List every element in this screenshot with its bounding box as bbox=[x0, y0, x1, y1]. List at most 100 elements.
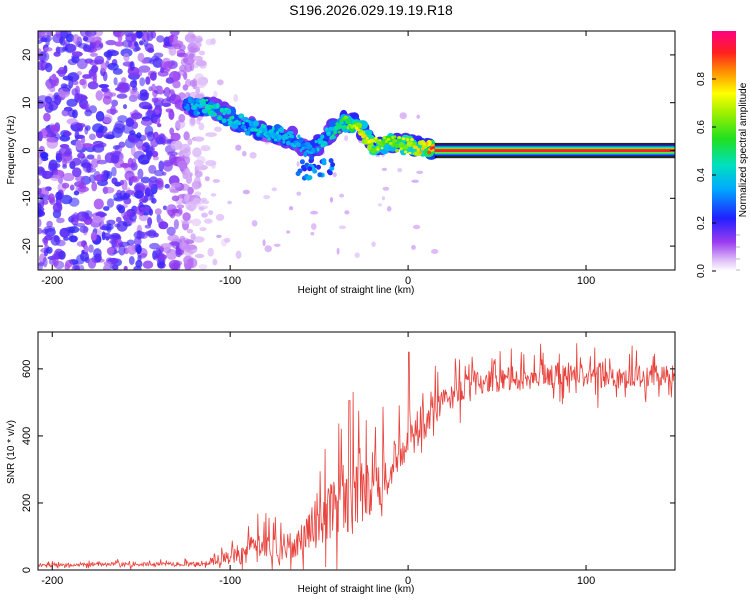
noise-blob bbox=[38, 39, 43, 44]
signal-blob bbox=[295, 142, 299, 146]
noise-blob bbox=[80, 136, 86, 144]
signal-blob bbox=[329, 136, 333, 140]
noise-blob bbox=[38, 187, 42, 194]
signal-blob bbox=[406, 138, 410, 142]
noise-blob bbox=[119, 179, 124, 186]
colorbar-tick-label: 0.2 bbox=[696, 216, 707, 230]
noise-blob bbox=[191, 41, 202, 48]
noise-blob bbox=[148, 86, 153, 92]
noise-blob bbox=[38, 262, 45, 267]
noise-blob bbox=[173, 34, 178, 46]
noise-blob bbox=[235, 144, 242, 151]
noise-blob bbox=[139, 77, 146, 87]
noise-blob bbox=[207, 247, 214, 257]
noise-blob bbox=[106, 171, 113, 179]
signal-blob bbox=[327, 170, 333, 176]
noise-blob bbox=[130, 112, 143, 120]
noise-blob bbox=[93, 198, 104, 210]
noise-blob bbox=[42, 257, 48, 268]
noise-blob bbox=[235, 250, 242, 259]
signal-blob bbox=[182, 98, 189, 105]
signal-blob bbox=[262, 124, 267, 129]
signal-blob bbox=[337, 130, 342, 134]
noise-blob bbox=[139, 206, 151, 211]
signal-blob bbox=[256, 132, 260, 136]
noise-blob bbox=[397, 168, 403, 173]
noise-blob bbox=[94, 253, 102, 263]
noise-blob bbox=[103, 261, 112, 266]
noise-blob bbox=[112, 264, 119, 270]
signal-blob bbox=[320, 143, 325, 148]
noise-blob bbox=[66, 118, 78, 125]
signal-blob bbox=[345, 119, 351, 125]
noise-blob bbox=[168, 153, 177, 164]
noise-blob bbox=[63, 151, 72, 156]
signal-blob bbox=[193, 109, 200, 117]
noise-blob bbox=[103, 264, 111, 270]
noise-blob bbox=[141, 59, 148, 64]
noise-blob bbox=[192, 78, 198, 90]
signal-blob bbox=[380, 146, 384, 150]
noise-blob bbox=[95, 90, 104, 101]
noise-blob bbox=[338, 225, 346, 230]
noise-blob bbox=[115, 216, 122, 223]
noise-blob bbox=[151, 197, 157, 204]
noise-blob bbox=[38, 95, 49, 104]
noise-blob bbox=[92, 123, 104, 133]
noise-blob bbox=[138, 65, 151, 73]
noise-blob bbox=[192, 180, 199, 191]
noise-blob bbox=[46, 82, 52, 90]
noise-blob bbox=[111, 99, 118, 107]
noise-blob bbox=[216, 234, 222, 238]
noise-blob bbox=[123, 53, 130, 62]
noise-blob bbox=[139, 40, 144, 46]
noise-blob bbox=[153, 116, 161, 125]
noise-blob bbox=[75, 175, 85, 182]
signal-blob bbox=[408, 151, 412, 155]
noise-blob bbox=[163, 36, 171, 47]
noise-blob bbox=[263, 195, 271, 200]
noise-blob bbox=[296, 161, 300, 167]
noise-blob bbox=[185, 201, 198, 211]
noise-blob bbox=[198, 122, 205, 131]
noise-blob bbox=[129, 61, 135, 71]
noise-blob bbox=[339, 193, 345, 198]
noise-blob bbox=[192, 147, 202, 158]
noise-blob bbox=[126, 189, 135, 195]
noise-blob bbox=[184, 62, 193, 73]
signal-blob bbox=[322, 141, 327, 144]
signal-blob bbox=[317, 172, 323, 178]
signal-blob bbox=[374, 136, 378, 140]
colorbar-tick-label: 0.4 bbox=[696, 168, 707, 182]
noise-blob bbox=[44, 235, 53, 241]
signal-blob bbox=[335, 122, 340, 126]
signal-blob bbox=[285, 140, 291, 146]
noise-blob bbox=[129, 212, 137, 222]
signal-blob bbox=[352, 124, 357, 128]
noise-blob bbox=[62, 182, 70, 189]
noise-blob bbox=[202, 200, 210, 205]
noise-blob bbox=[63, 236, 70, 241]
noise-blob bbox=[273, 243, 281, 247]
noise-blob bbox=[69, 184, 75, 191]
noise-blob bbox=[118, 141, 126, 148]
signal-blob bbox=[196, 111, 201, 115]
snr-x-ticks: -200 -100 0 100 bbox=[41, 332, 595, 587]
noise-blob bbox=[46, 137, 58, 143]
noise-blob bbox=[182, 212, 191, 221]
signal-blob bbox=[292, 144, 297, 148]
noise-blob bbox=[113, 192, 123, 201]
noise-blob bbox=[84, 109, 93, 117]
y-tick-label: 400 bbox=[21, 427, 33, 445]
noise-blob bbox=[117, 205, 126, 214]
noise-blob bbox=[75, 123, 86, 128]
noise-blob bbox=[180, 218, 193, 225]
x-tick-label: 100 bbox=[577, 575, 595, 587]
noise-blob bbox=[242, 189, 250, 195]
noise-blob bbox=[103, 51, 113, 58]
noise-blob bbox=[71, 157, 82, 166]
signal-blob bbox=[301, 146, 305, 150]
noise-blob bbox=[185, 78, 192, 88]
noise-blob bbox=[91, 181, 98, 192]
